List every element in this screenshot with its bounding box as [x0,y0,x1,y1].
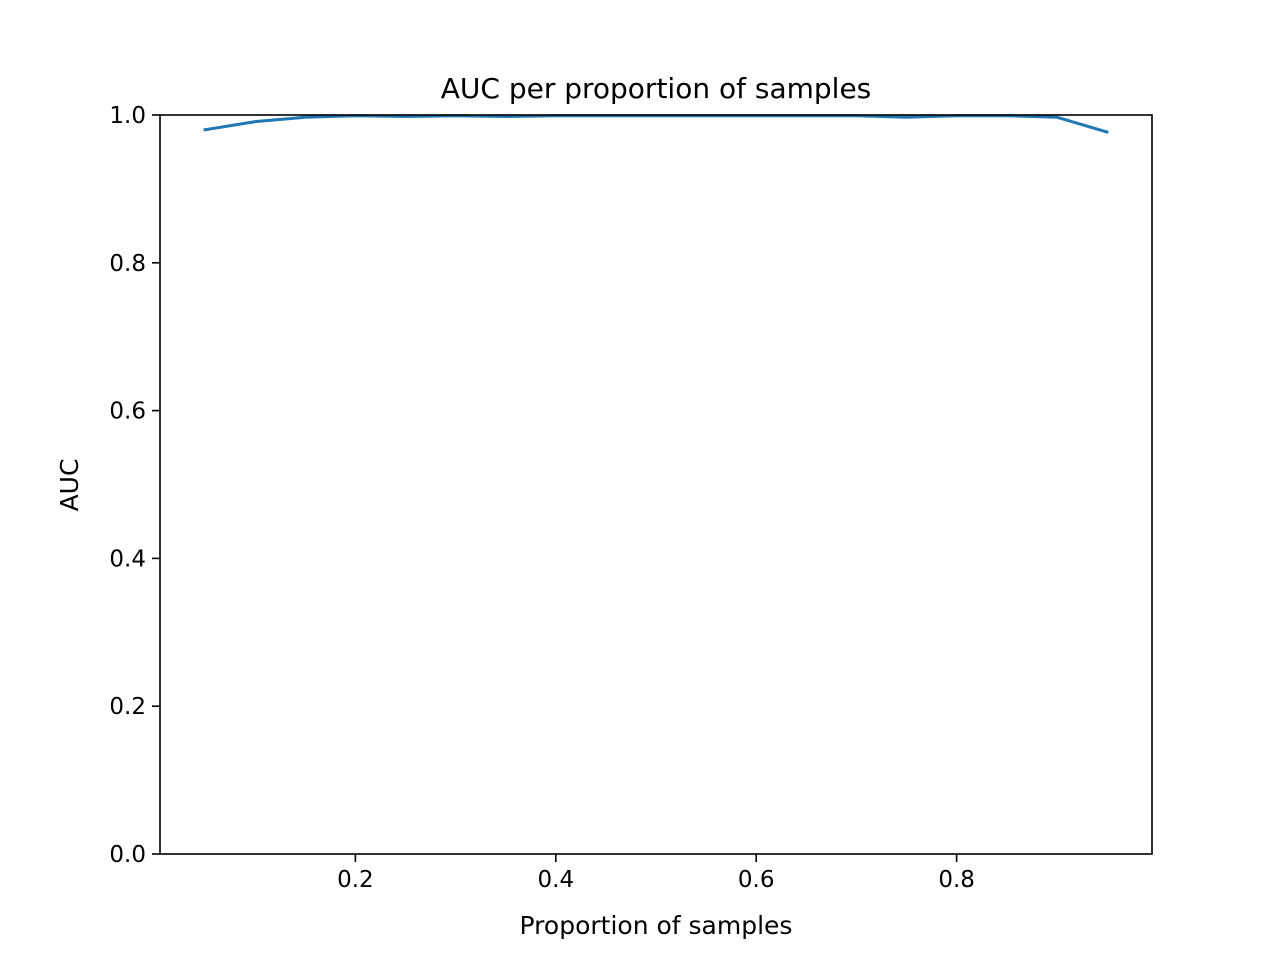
x-tick-label: 0.6 [738,867,775,893]
y-axis-ticks: 0.0 0.2 0.4 0.6 0.8 1.0 [109,103,160,868]
y-tick-label: 0.8 [109,251,146,277]
x-axis-label: Proportion of samples [520,911,793,940]
chart-title: AUC per proportion of samples [441,72,872,105]
x-tick-label: 0.4 [538,867,575,893]
plot-area [159,114,1153,855]
y-tick-label: 0.2 [109,694,146,720]
axes-background [160,115,1152,854]
axes-frame [159,114,1153,855]
x-tick-label: 0.2 [337,867,374,893]
y-tick-label: 1.0 [109,103,146,129]
x-tick-label: 0.8 [938,867,975,893]
y-tick-label: 0.0 [109,842,146,868]
x-axis-ticks: 0.2 0.4 0.6 0.8 [337,854,975,893]
y-tick-label: 0.6 [109,399,146,425]
y-tick-label: 0.4 [109,546,146,572]
y-axis-label: AUC [55,459,84,512]
